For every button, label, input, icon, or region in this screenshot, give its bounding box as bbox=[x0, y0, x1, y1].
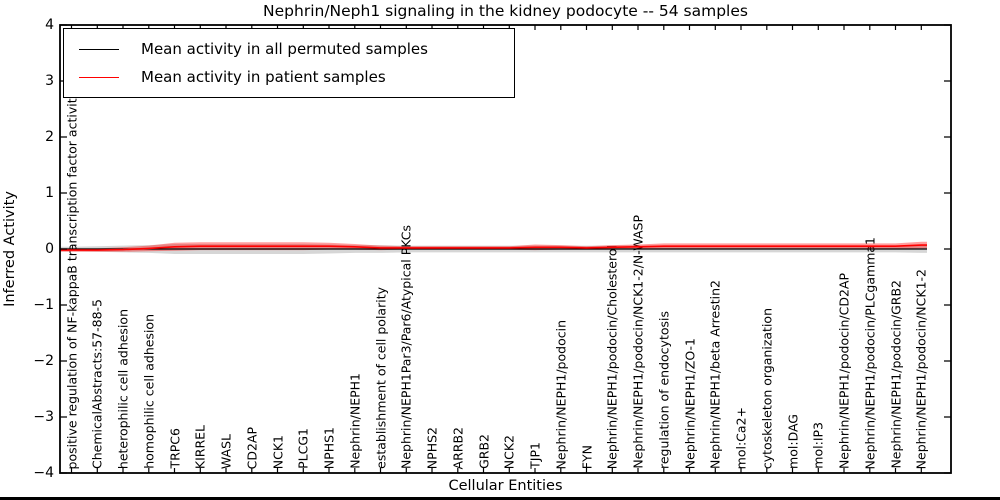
chart-title: Nephrin/Neph1 signaling in the kidney po… bbox=[263, 2, 748, 20]
permuted-line-sample-icon bbox=[79, 48, 119, 50]
y-tick-label: 2 bbox=[45, 129, 54, 145]
x-axis-label: Cellular Entities bbox=[448, 478, 563, 494]
y-tick-label: −4 bbox=[33, 465, 54, 481]
y-tick-label: 0 bbox=[45, 241, 54, 257]
y-tick-label: 3 bbox=[45, 73, 54, 89]
legend-item-patient: Mean activity in patient samples bbox=[79, 64, 508, 90]
patient-line bbox=[60, 244, 927, 251]
y-tick-label: −1 bbox=[33, 297, 54, 313]
y-tick-label: 4 bbox=[45, 17, 54, 33]
legend-item-permuted: Mean activity in all permuted samples bbox=[79, 36, 508, 62]
legend: Mean activity in all permuted samples Me… bbox=[63, 28, 515, 98]
y-tick-label: −3 bbox=[33, 409, 54, 425]
axis-ticks bbox=[60, 24, 951, 474]
image-bottom-border bbox=[0, 497, 1000, 500]
patient-line-sample-icon bbox=[79, 76, 119, 78]
y-tick-label: −2 bbox=[33, 353, 54, 369]
legend-label: Mean activity in patient samples bbox=[141, 68, 386, 86]
y-tick-label: 1 bbox=[45, 185, 54, 201]
legend-label: Mean activity in all permuted samples bbox=[141, 40, 428, 58]
